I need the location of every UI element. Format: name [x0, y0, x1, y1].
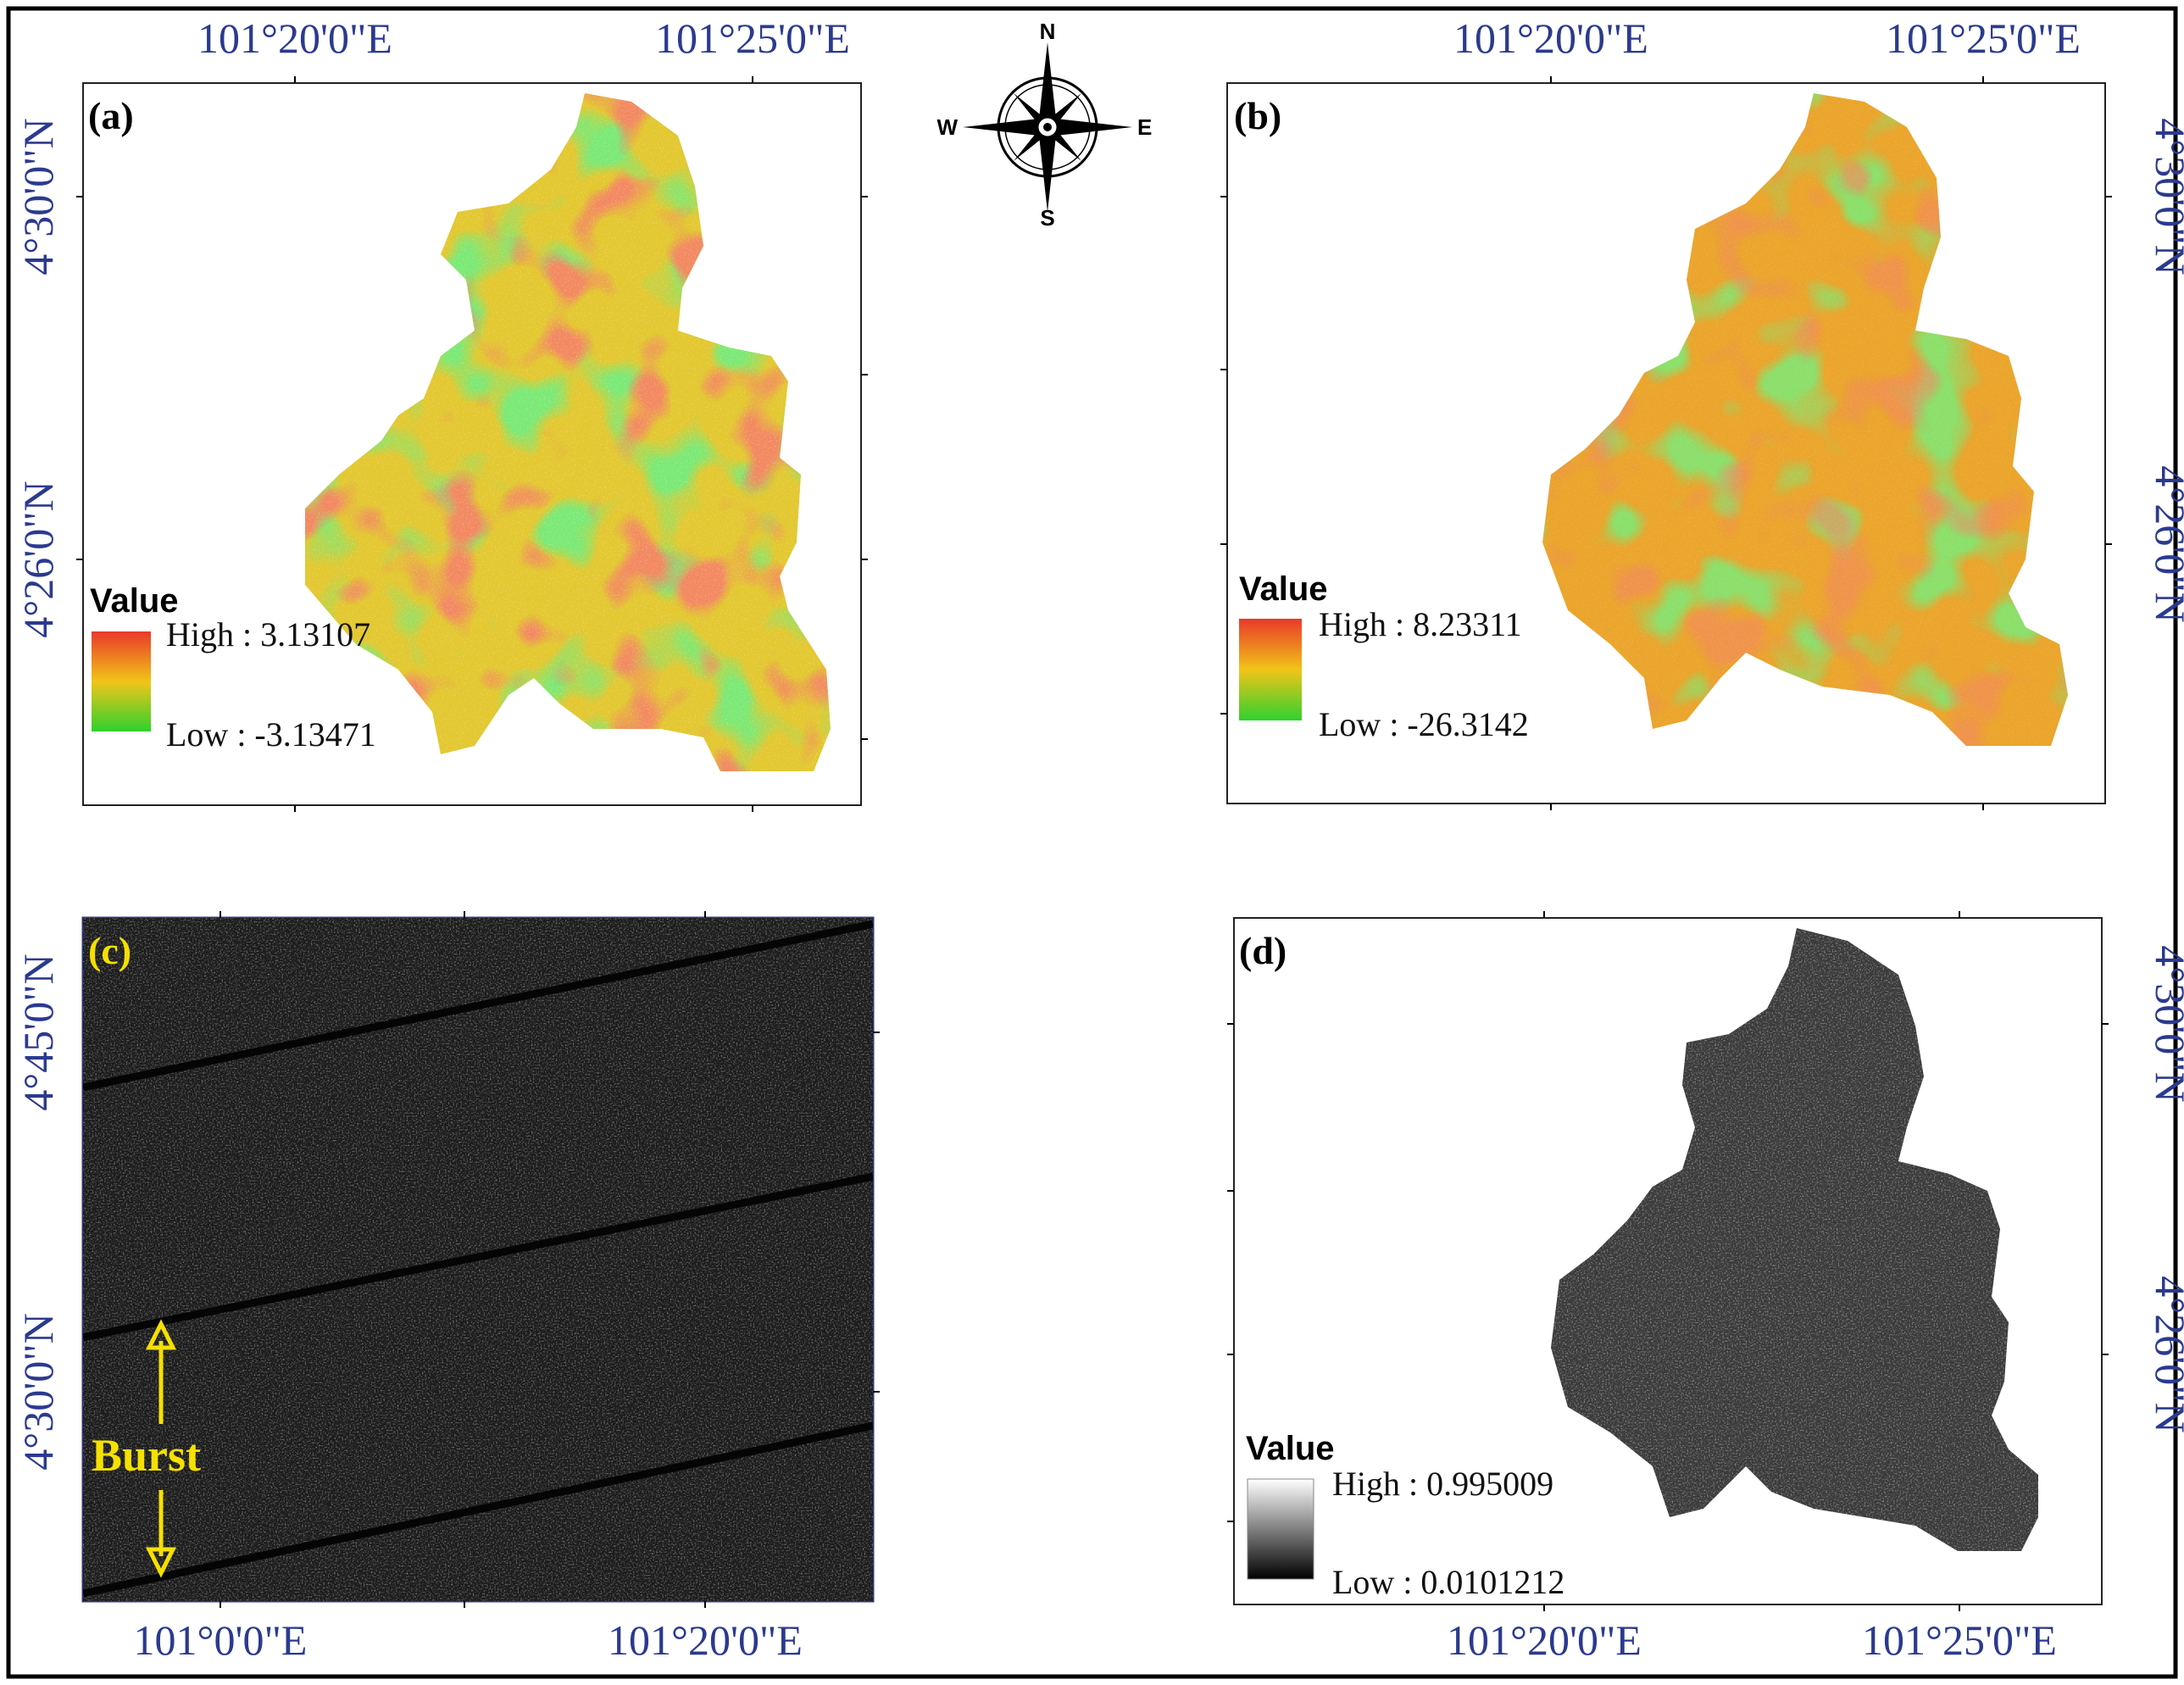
panel-c-lon-2: 101°20'0"E — [608, 1616, 803, 1664]
panel-b-lon-2: 101°25'0"E — [1886, 14, 2081, 62]
panel-c: (c) Burst 4°45'0"N 4°30'0"N 101°0'0"E 10… — [14, 911, 880, 1664]
panel-b-legend-title: Value — [1239, 570, 1328, 608]
compass-w: W — [936, 114, 958, 140]
panel-d-label: (d) — [1239, 929, 1287, 972]
panel-c-image — [83, 918, 873, 1601]
panel-a-legend-title: Value — [90, 582, 179, 620]
panel-a-legend-high: High : 3.13107 — [166, 615, 370, 653]
panel-b: (b) 101°20'0"E 101°25'0"E 4°30'0"N 4°26'… — [1220, 14, 2184, 810]
panel-d-lon-1: 101°20'0"E — [1447, 1616, 1642, 1664]
panel-d-lon-2: 101°25'0"E — [1862, 1616, 2057, 1664]
panel-a-lon-1: 101°20'0"E — [197, 14, 392, 62]
compass-n: N — [1040, 19, 1056, 44]
panel-a-lat-1: 4°30'0"N — [14, 118, 62, 275]
burst-boundary-2 — [83, 1172, 873, 1342]
north-arrow-compass: N S E W — [936, 19, 1152, 231]
panel-c-label: (c) — [88, 929, 131, 972]
burst-label: Burst — [92, 1430, 201, 1481]
panel-c-lat-2: 4°30'0"N — [14, 1313, 62, 1471]
panel-b-label: (b) — [1234, 94, 1281, 137]
panel-a: (a) 101°20'0"E 101°25'0"E 4°30'0"N 4°26'… — [14, 14, 868, 812]
panel-a-lon-2: 101°25'0"E — [655, 14, 850, 62]
panel-b-legend-ramp — [1239, 619, 1302, 720]
compass-s: S — [1040, 205, 1054, 231]
panel-a-lat-2: 4°26'0"N — [14, 481, 62, 638]
panel-d-legend-ramp — [1247, 1478, 1314, 1580]
panel-d-lat-1: 4°30'0"N — [2147, 945, 2184, 1103]
panel-b-lat-2: 4°26'0"N — [2147, 465, 2184, 623]
panel-a-legend-low: Low : -3.13471 — [166, 715, 376, 754]
panel-a-legend: Value High : 3.13107 Low : -3.13471 — [90, 582, 376, 754]
panel-d-legend-title: Value — [1246, 1430, 1335, 1467]
panel-b-legend: Value High : 8.23311 Low : -26.3142 — [1239, 570, 1529, 743]
burst-boundary-3 — [83, 1421, 873, 1598]
panel-d-lat-2: 4°26'0"N — [2147, 1276, 2184, 1433]
burst-arrow — [145, 1319, 177, 1578]
compass-north-point — [1039, 42, 1056, 127]
panel-b-legend-high: High : 8.23311 — [1319, 605, 1522, 643]
compass-e: E — [1137, 114, 1152, 140]
panel-b-legend-low: Low : -26.3142 — [1319, 705, 1529, 743]
panel-b-lat-1: 4°30'0"N — [2147, 118, 2184, 275]
panel-c-lon-1: 101°0'0"E — [134, 1616, 308, 1664]
panel-d-legend-high: High : 0.995009 — [1332, 1465, 1553, 1503]
burst-boundary-1 — [83, 920, 873, 1092]
panel-b-lon-1: 101°20'0"E — [1453, 14, 1648, 62]
panel-d: (d) 4°30'0"N 4°26'0"N 101°20'0"E 101°25'… — [1227, 911, 2184, 1664]
panel-c-lat-1: 4°45'0"N — [14, 954, 62, 1111]
panel-d-legend: Value High : 0.995009 Low : 0.0101212 — [1246, 1430, 1564, 1601]
panel-a-label: (a) — [88, 94, 134, 137]
panel-d-legend-low: Low : 0.0101212 — [1332, 1563, 1564, 1601]
panel-a-legend-ramp — [92, 631, 151, 731]
